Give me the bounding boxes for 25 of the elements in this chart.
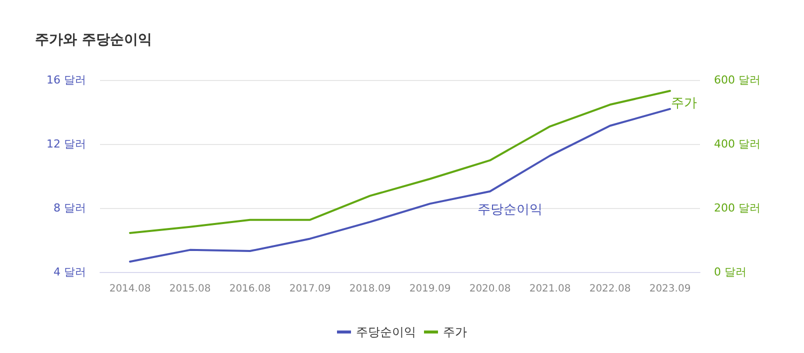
y2-tick-label: 200 달러: [714, 202, 760, 214]
line-series: [129, 90, 671, 234]
x-tick-label: 2022.08: [589, 284, 631, 294]
line-series: [129, 108, 671, 263]
x-tick-label: 2019.09: [409, 284, 451, 294]
y2-tick-label: 400 달러: [714, 138, 760, 150]
x-tick-label: 2014.08: [109, 284, 151, 294]
text: 주당순이익: [478, 202, 542, 218]
y-tick-label: 12 달러: [46, 138, 86, 150]
y-tick-label: 4 달러: [54, 266, 86, 278]
x-tick-label: 2021.08: [529, 284, 571, 294]
x-tick-label: 2018.09: [349, 284, 391, 294]
x-tick-label: 2015.08: [169, 284, 211, 294]
y-tick-label: 8 달러: [54, 202, 86, 214]
text: 주가: [671, 96, 697, 111]
y2-tick-label: 600 달러: [714, 74, 760, 86]
x-tick-label: 2017.09: [289, 284, 331, 294]
y2-tick-label: 0 달러: [714, 266, 746, 278]
legend-label: 주당순이익: [356, 325, 416, 339]
y-tick-label: 16 달러: [46, 74, 86, 86]
legend-label: 주가: [443, 325, 467, 339]
x-tick-label: 2023.09: [649, 284, 691, 294]
chart-title: 주가와 주당순이익: [35, 32, 152, 48]
x-tick-label: 2020.08: [469, 284, 511, 294]
x-tick-label: 2016.08: [229, 284, 271, 294]
